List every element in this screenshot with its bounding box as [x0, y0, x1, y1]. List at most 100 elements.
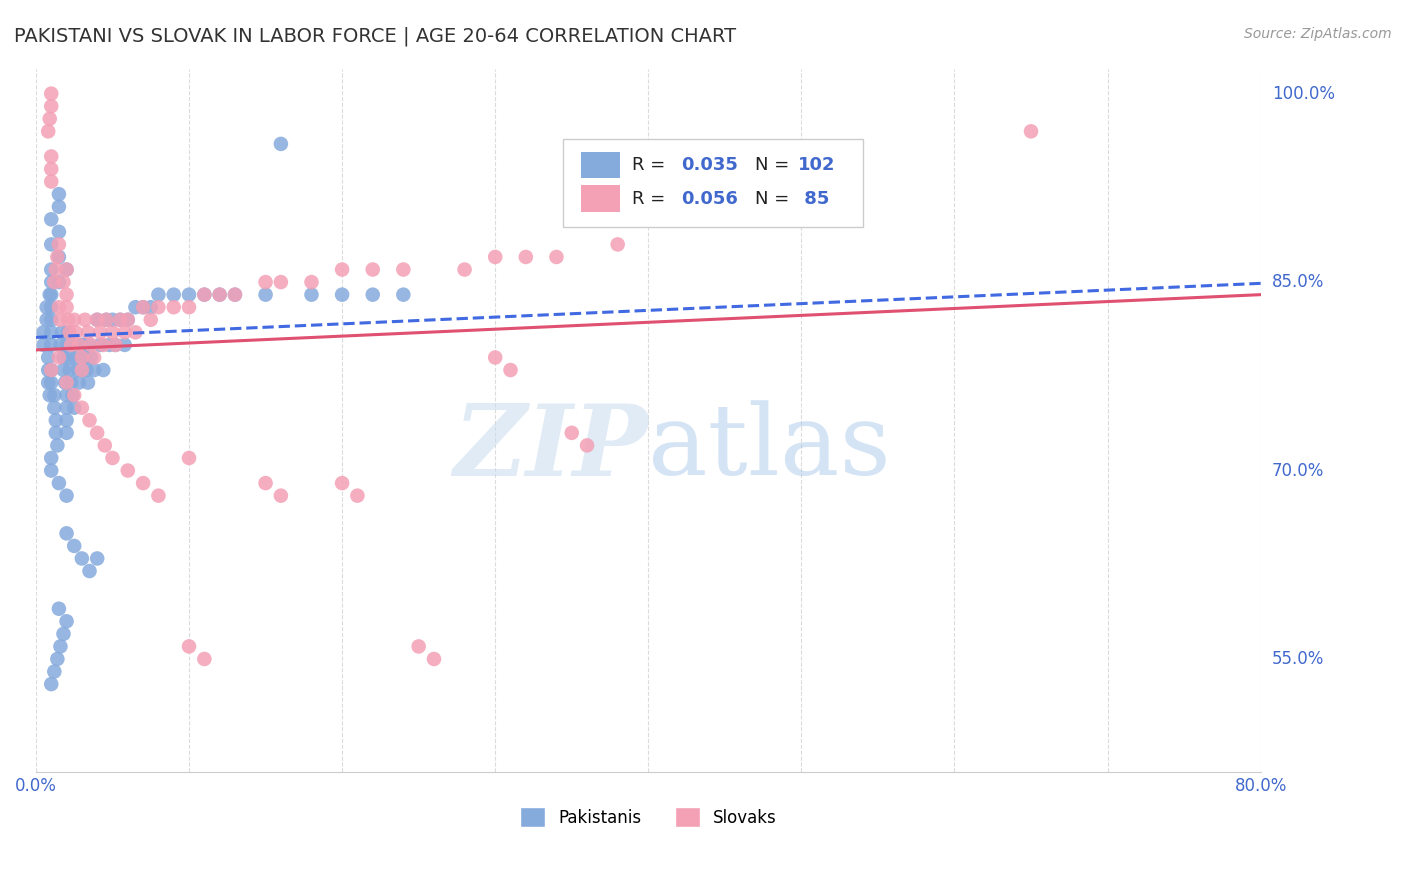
- Point: [59, 326, 82, 340]
- Point: [39, 237, 62, 252]
- Point: [38, 388, 60, 402]
- Text: 0.035: 0.035: [682, 156, 738, 174]
- FancyBboxPatch shape: [562, 139, 863, 227]
- Point: [48, 300, 70, 314]
- Point: [56, 326, 79, 340]
- Point: [96, 312, 118, 326]
- Point: [330, 476, 353, 491]
- Point: [108, 312, 131, 326]
- Point: [37, 124, 59, 138]
- Point: [80, 338, 103, 352]
- Point: [139, 312, 162, 326]
- Point: [117, 312, 139, 326]
- Point: [301, 275, 323, 289]
- Point: [148, 287, 170, 301]
- Point: [37, 376, 59, 390]
- Point: [330, 287, 353, 301]
- FancyBboxPatch shape: [581, 186, 620, 212]
- Point: [55, 338, 77, 352]
- Point: [77, 376, 100, 390]
- Point: [484, 351, 506, 365]
- Point: [38, 287, 60, 301]
- Point: [63, 338, 86, 352]
- Point: [163, 300, 186, 314]
- Text: R =: R =: [633, 156, 672, 174]
- Text: Source: ZipAtlas.com: Source: ZipAtlas.com: [1244, 27, 1392, 41]
- Point: [63, 388, 86, 402]
- Point: [65, 326, 87, 340]
- Point: [39, 326, 62, 340]
- Point: [49, 338, 72, 352]
- Point: [224, 287, 246, 301]
- Point: [270, 489, 292, 503]
- Point: [104, 338, 127, 352]
- Point: [48, 351, 70, 365]
- Point: [39, 175, 62, 189]
- Point: [63, 539, 86, 553]
- Point: [576, 438, 599, 452]
- Point: [75, 363, 97, 377]
- Point: [148, 489, 170, 503]
- Point: [49, 312, 72, 326]
- Point: [48, 250, 70, 264]
- Point: [49, 640, 72, 654]
- Point: [35, 300, 58, 314]
- Point: [163, 287, 186, 301]
- Point: [52, 627, 75, 641]
- Point: [177, 300, 200, 314]
- Point: [70, 363, 93, 377]
- Point: [270, 275, 292, 289]
- Point: [70, 338, 93, 352]
- Point: [48, 225, 70, 239]
- Point: [86, 312, 108, 326]
- Point: [499, 363, 522, 377]
- Point: [101, 450, 124, 465]
- Point: [453, 262, 475, 277]
- Point: [346, 489, 368, 503]
- Point: [254, 287, 277, 301]
- Point: [46, 438, 69, 452]
- Text: PAKISTANI VS SLOVAK IN LABOR FORCE | AGE 20-64 CORRELATION CHART: PAKISTANI VS SLOVAK IN LABOR FORCE | AGE…: [14, 27, 737, 46]
- Point: [39, 363, 62, 377]
- Point: [52, 275, 75, 289]
- Point: [35, 312, 58, 326]
- Point: [48, 476, 70, 491]
- Point: [48, 601, 70, 615]
- Point: [89, 338, 111, 352]
- Legend: Pakistanis, Slovaks: Pakistanis, Slovaks: [513, 800, 783, 834]
- Point: [94, 438, 117, 452]
- Point: [139, 300, 162, 314]
- Point: [96, 312, 118, 326]
- Point: [51, 326, 73, 340]
- Point: [39, 149, 62, 163]
- Point: [148, 300, 170, 314]
- Point: [44, 275, 66, 289]
- Point: [101, 326, 124, 340]
- Point: [484, 250, 506, 264]
- Point: [104, 338, 127, 352]
- Point: [301, 287, 323, 301]
- Point: [60, 338, 83, 352]
- Point: [52, 351, 75, 365]
- Point: [70, 401, 93, 415]
- Point: [37, 363, 59, 377]
- Point: [254, 275, 277, 289]
- Point: [1019, 124, 1042, 138]
- Point: [70, 363, 93, 377]
- Point: [86, 312, 108, 326]
- Point: [67, 338, 90, 352]
- Point: [132, 300, 155, 314]
- Point: [208, 287, 231, 301]
- Point: [60, 376, 83, 390]
- Point: [59, 351, 82, 365]
- Point: [124, 326, 146, 340]
- Point: [515, 250, 537, 264]
- Point: [91, 363, 114, 377]
- Point: [72, 338, 94, 352]
- Point: [132, 476, 155, 491]
- Point: [561, 425, 583, 440]
- Point: [39, 99, 62, 113]
- Point: [408, 640, 430, 654]
- Point: [73, 312, 96, 326]
- Point: [70, 351, 93, 365]
